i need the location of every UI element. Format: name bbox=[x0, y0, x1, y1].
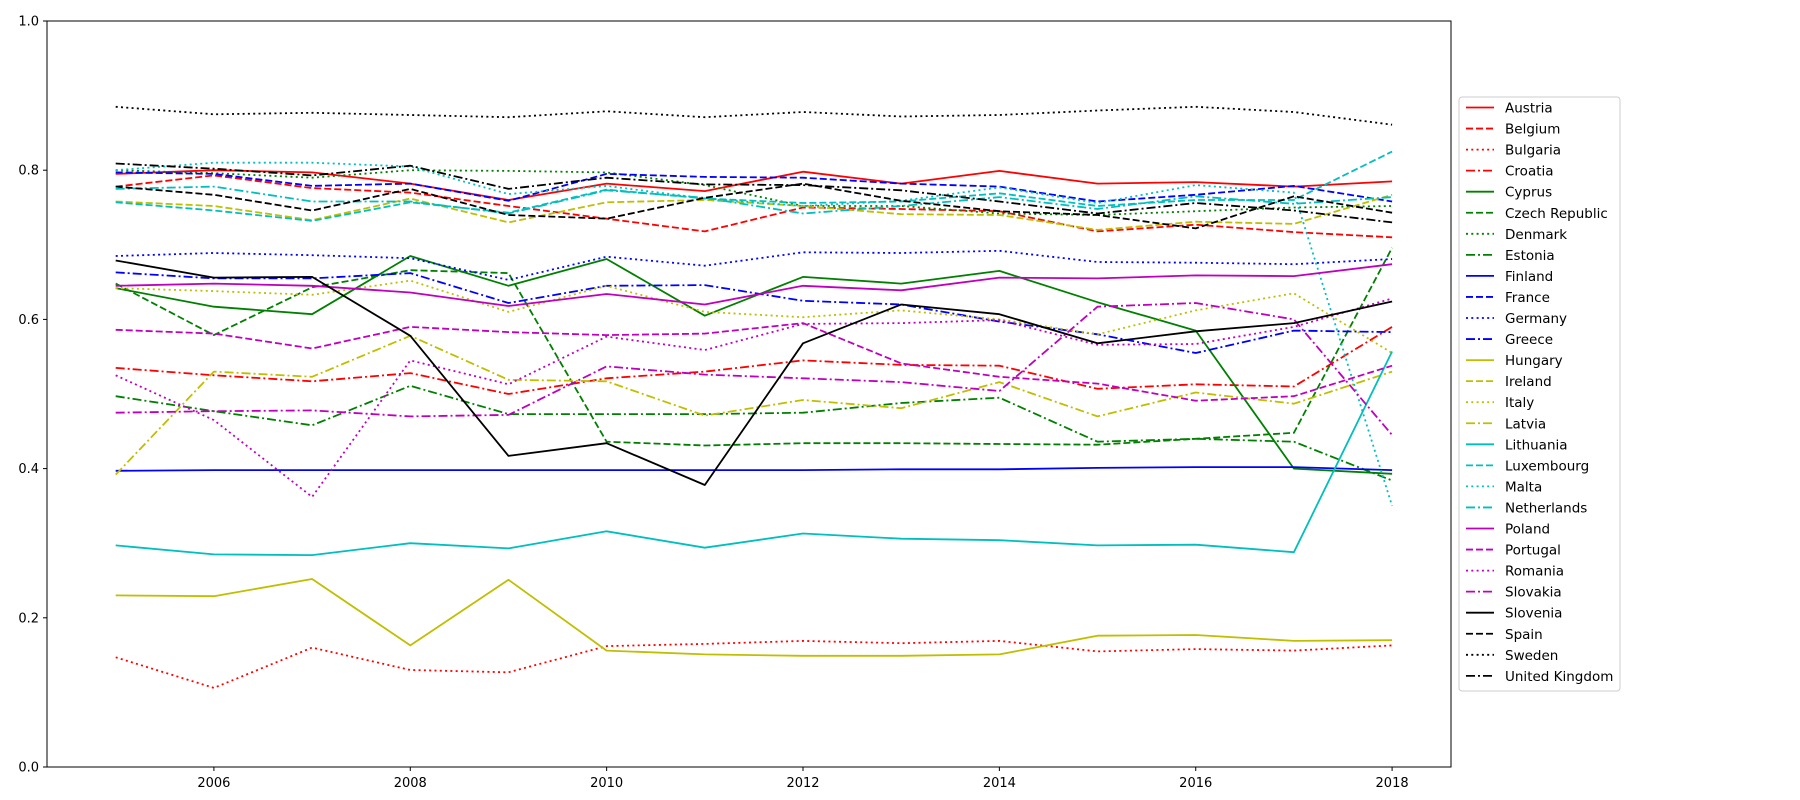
legend-label: Croatia bbox=[1505, 164, 1554, 180]
series-line-sweden bbox=[115, 105, 1393, 126]
series-line-bulgaria bbox=[115, 640, 1393, 689]
legend-frame bbox=[1458, 96, 1621, 692]
x-axis: 2006 2008 2010 2012 2014 2016 2018 bbox=[197, 767, 1409, 791]
legend-label: Netherlands bbox=[1505, 500, 1587, 516]
legend-label: United Kingdom bbox=[1505, 669, 1613, 685]
legend-label: Hungary bbox=[1505, 353, 1563, 369]
series-layer bbox=[115, 105, 1393, 689]
series-line-slovenia bbox=[115, 259, 1393, 486]
series-line-luxembourg bbox=[115, 150, 1393, 222]
legend: Austria Belgium Bulgaria Croatia Cyprus Czech… bbox=[1458, 96, 1621, 692]
series-line-lithuania bbox=[115, 351, 1393, 556]
x-tick-label: 2012 bbox=[786, 776, 819, 791]
series-line-croatia bbox=[115, 326, 1393, 395]
legend-label: Denmark bbox=[1505, 227, 1567, 243]
series-line-netherlands bbox=[115, 185, 1393, 215]
series-line-ireland bbox=[115, 193, 1393, 231]
legend-label: Estonia bbox=[1505, 248, 1555, 264]
y-tick-label: 0.2 bbox=[18, 611, 39, 626]
series-line-czech-republic bbox=[115, 247, 1393, 447]
y-tick-label: 0.6 bbox=[18, 313, 39, 328]
legend-label: Ireland bbox=[1505, 374, 1552, 390]
legend-label: Finland bbox=[1505, 269, 1553, 285]
x-tick-label: 2014 bbox=[983, 776, 1016, 791]
series-line-austria bbox=[115, 169, 1393, 201]
series-line-denmark bbox=[115, 169, 1393, 216]
series-line-belgium bbox=[115, 174, 1393, 239]
legend-label: Belgium bbox=[1505, 122, 1560, 138]
y-axis: 0.0 0.2 0.4 0.6 0.8 1.0 bbox=[18, 15, 47, 776]
legend-label: Portugal bbox=[1505, 543, 1561, 559]
series-line-romania bbox=[115, 297, 1393, 498]
series-line-hungary bbox=[115, 578, 1393, 657]
series-line-portugal bbox=[115, 322, 1393, 402]
series-line-greece bbox=[115, 271, 1393, 354]
legend-label: Bulgaria bbox=[1505, 143, 1561, 159]
legend-label: Cyprus bbox=[1505, 185, 1552, 201]
y-tick-label: 0.4 bbox=[18, 462, 39, 477]
legend-label: Luxembourg bbox=[1505, 458, 1589, 474]
legend-label: Czech Republic bbox=[1505, 206, 1608, 222]
series-line-finland bbox=[115, 466, 1393, 472]
legend-label: Romania bbox=[1505, 564, 1564, 580]
series-line-germany bbox=[115, 249, 1393, 281]
x-tick-label: 2010 bbox=[590, 776, 623, 791]
series-line-slovakia bbox=[115, 302, 1393, 436]
x-tick-label: 2018 bbox=[1376, 776, 1409, 791]
x-tick-label: 2016 bbox=[1179, 776, 1212, 791]
y-tick-label: 0.8 bbox=[18, 164, 39, 179]
series-line-latvia bbox=[115, 334, 1393, 476]
legend-label: Sweden bbox=[1505, 648, 1558, 664]
series-line-malta bbox=[115, 161, 1393, 507]
legend-label: Germany bbox=[1505, 311, 1567, 327]
series-line-france bbox=[115, 171, 1393, 203]
legend-label: Spain bbox=[1505, 627, 1543, 643]
legend-label: Austria bbox=[1505, 101, 1553, 117]
legend-label: Malta bbox=[1505, 479, 1542, 495]
y-tick-label: 1.0 bbox=[18, 15, 39, 30]
series-line-italy bbox=[115, 279, 1393, 354]
legend-label: Slovakia bbox=[1505, 585, 1562, 601]
series-line-united-kingdom bbox=[115, 162, 1393, 224]
legend-label: France bbox=[1505, 290, 1550, 306]
plot-frame bbox=[46, 20, 1452, 768]
series-line-cyprus bbox=[115, 255, 1393, 475]
legend-label: Slovenia bbox=[1505, 606, 1562, 622]
legend-label: Poland bbox=[1505, 522, 1550, 538]
x-tick-label: 2006 bbox=[197, 776, 230, 791]
legend-label: Italy bbox=[1505, 395, 1534, 411]
legend-label: Lithuania bbox=[1505, 437, 1568, 453]
x-tick-label: 2008 bbox=[394, 776, 427, 791]
legend-label: Greece bbox=[1505, 332, 1553, 348]
series-line-spain bbox=[115, 182, 1393, 230]
legend-label: Latvia bbox=[1505, 416, 1546, 432]
y-tick-label: 0.0 bbox=[18, 761, 39, 776]
